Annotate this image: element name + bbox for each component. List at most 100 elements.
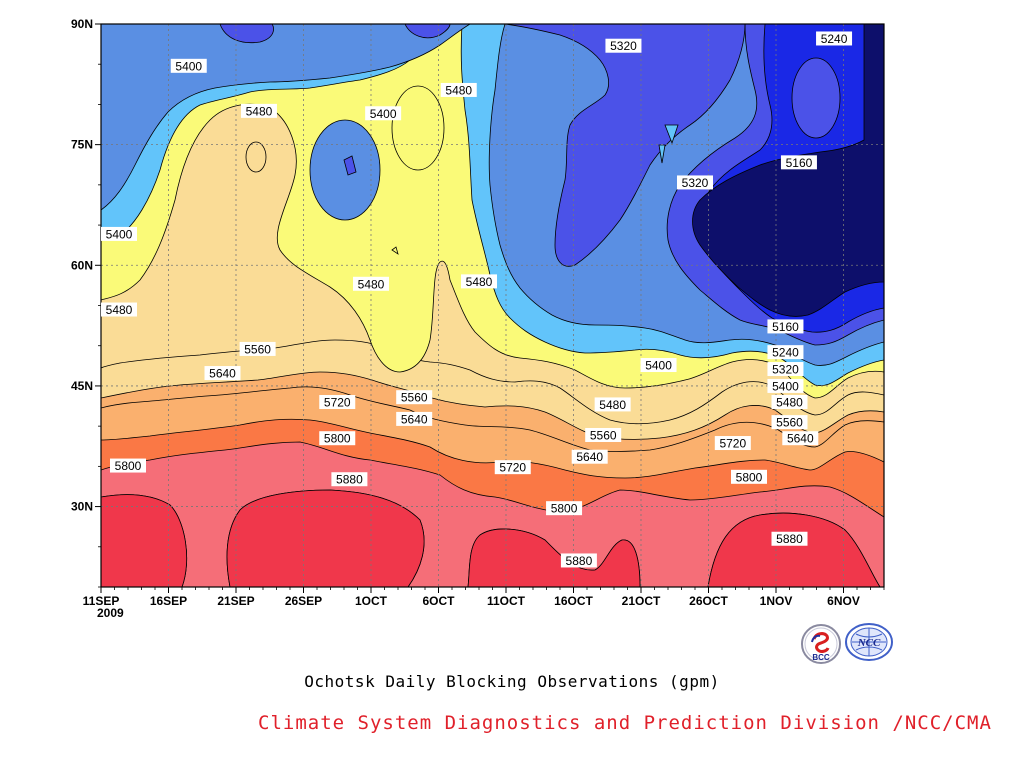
- contour-label: 5720: [319, 395, 356, 410]
- pool-5400-center: [309, 119, 381, 221]
- contour-label: 5400: [365, 106, 402, 121]
- contour-label-text: 5640: [576, 450, 603, 464]
- x-tick-label: 6OCT: [422, 594, 455, 608]
- contour-label: 5720: [494, 460, 531, 475]
- pool-5320-tiny: [343, 155, 357, 176]
- contour-label-text: 5320: [682, 176, 709, 190]
- contour-label: 5480: [771, 395, 808, 410]
- x-tick-label: 1OCT: [355, 594, 388, 608]
- svg-text:BCC: BCC: [812, 653, 830, 662]
- contour-label-text: 5480: [599, 398, 626, 412]
- svg-text:NCC: NCC: [857, 637, 881, 649]
- contour-label: 5400: [170, 58, 207, 73]
- contour-label-box: [571, 449, 608, 464]
- contour-label: 5560: [396, 390, 433, 405]
- pool-5240-top: [791, 57, 841, 139]
- contour-label-text: 5240: [772, 346, 799, 360]
- pool-tiny-blue-sliver: [664, 124, 679, 145]
- contour-label: 5480: [240, 103, 277, 118]
- contour-label-text: 5720: [324, 396, 351, 410]
- contour-label: 5480: [440, 82, 477, 97]
- pool-above-5880-1: [101, 494, 188, 587]
- x-axis: 11SEP 16SEP 21SEP 26SEP 1OCT 6OCT 11OCT 16OCT 21…: [83, 587, 885, 608]
- contour-label-text: 5400: [645, 359, 672, 373]
- contour-label: 5640: [571, 449, 608, 464]
- contour-label-box: [640, 358, 677, 373]
- contour-label-box: [494, 460, 531, 475]
- contour-label-box: [170, 58, 207, 73]
- y-tick-label: 90N: [71, 17, 93, 31]
- contour-label-box: [816, 31, 853, 46]
- contour-label-text: 5640: [401, 412, 428, 426]
- contour-label: 5160: [780, 155, 817, 170]
- chart-title: Ochotsk Daily Blocking Observations (gpm…: [304, 672, 720, 691]
- contour-label-text: 5400: [772, 379, 799, 393]
- contour-label-text: 5800: [115, 459, 142, 473]
- contour-label-box: [546, 501, 583, 516]
- contour-label-box: [767, 345, 804, 360]
- contour-labels: 5400 5480 5400 5480 5320 5240 5320 5160 5400 5480…: [101, 31, 853, 568]
- contour-label-box: [461, 274, 497, 289]
- contour-label-box: [585, 427, 622, 442]
- pool-above-5880-2: [226, 489, 425, 587]
- contour-label-box: [396, 411, 433, 426]
- filled-contours: [101, 24, 884, 587]
- contour-label-box: [319, 395, 356, 410]
- x-tick-label: 11SEP: [83, 594, 120, 608]
- band-5240-5320-top: [504, 24, 746, 267]
- contour-label-text: 5480: [776, 396, 803, 410]
- contour-label: 5640: [204, 366, 241, 381]
- contour-label: 5880: [331, 472, 368, 487]
- contour-label-text: 5720: [499, 461, 526, 475]
- y-tick-label: 45N: [71, 379, 93, 393]
- contour-label: 5480: [461, 274, 497, 289]
- contour-label-text: 5640: [209, 367, 236, 381]
- contour-label-box: [731, 469, 767, 484]
- y-axis: 30N 45N 60N 75N 90N: [71, 17, 101, 588]
- contour-label: 5240: [816, 31, 853, 46]
- contour-label: 5800: [319, 431, 356, 446]
- pool-5400-top-left: [219, 24, 274, 44]
- contour-label: 5560: [771, 415, 808, 430]
- contour-label-box: [767, 362, 804, 377]
- contour-label-text: 5480: [466, 275, 493, 289]
- contour-label-box: [440, 82, 477, 97]
- contour-label: 5720: [714, 436, 751, 451]
- x-tick-label: 16OCT: [554, 594, 593, 608]
- contour-label: 5400: [767, 378, 804, 393]
- contour-label-box: [780, 155, 817, 170]
- y-tick-label: 75N: [71, 138, 93, 152]
- contour-label-text: 5560: [590, 428, 617, 442]
- contour-label: 5800: [546, 501, 583, 516]
- contour-label-box: [605, 38, 642, 53]
- y-tick-label: 60N: [71, 258, 93, 272]
- x-tick-label: 21OCT: [622, 594, 661, 608]
- contour-label-text: 5480: [106, 303, 133, 317]
- contour-label-text: 5160: [786, 156, 813, 170]
- contour-label-box: [240, 103, 277, 118]
- x-tick-label: 6NOV: [827, 594, 860, 608]
- x-axis-year-label: 2009: [97, 606, 124, 620]
- x-tick-label: 26SEP: [285, 594, 322, 608]
- contour-label-text: 5880: [776, 532, 803, 546]
- contour-label: 5320: [605, 38, 642, 53]
- ncc-logo: NCC: [844, 622, 894, 662]
- contour-label-box: [714, 436, 751, 451]
- contour-label-box: [101, 226, 137, 241]
- contour-label: 5560: [239, 341, 276, 356]
- contour-label-box: [771, 415, 808, 430]
- contour-label-box: [110, 458, 146, 473]
- contour-label: 5480: [101, 302, 137, 317]
- x-tick-label: 16SEP: [150, 594, 187, 608]
- contour-label-box: [677, 175, 713, 190]
- pool-5480-yellow-top: [391, 85, 445, 171]
- credit-line: Climate System Diagnostics and Predictio…: [258, 712, 992, 734]
- contour-label: 5640: [396, 411, 433, 426]
- contour-label: 5480: [594, 397, 631, 412]
- contour-label-text: 5560: [244, 342, 271, 356]
- contour-label: 5640: [782, 431, 819, 446]
- contour-label-text: 5880: [336, 473, 363, 487]
- contour-label-box: [771, 395, 808, 410]
- band-below-5160: [692, 24, 884, 317]
